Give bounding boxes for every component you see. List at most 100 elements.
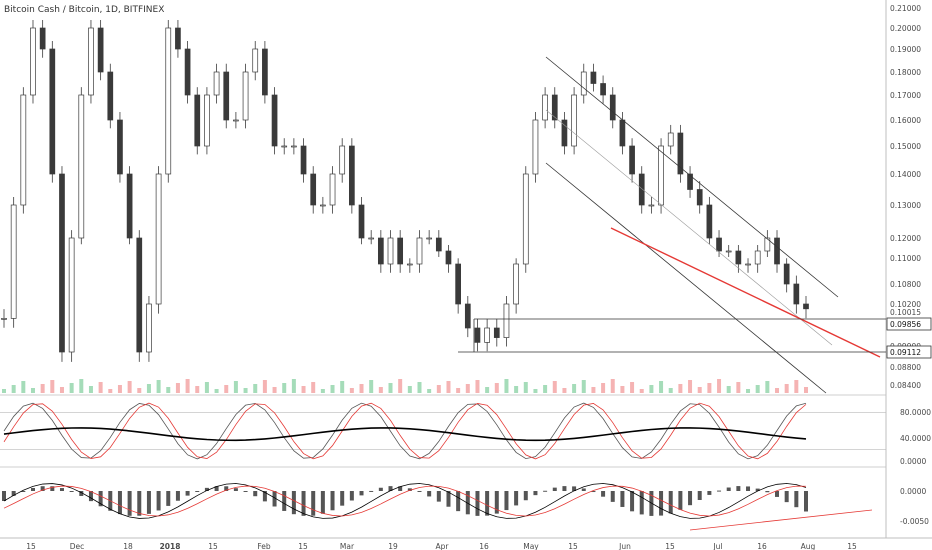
candle-body: [155, 173, 162, 305]
volume-bar: [678, 384, 683, 393]
volume-bar: [543, 385, 548, 393]
candle-body: [426, 237, 433, 240]
time-axis: 15 Dec 18 2018 15 Feb 15 Mar 19 Apr 16 May 15 Jun 15 Ju…: [26, 542, 857, 550]
candle: [590, 63, 597, 92]
volume-bar: [504, 379, 509, 393]
candle-body: [745, 263, 751, 266]
volume-bar: [233, 381, 238, 393]
candle-body: [619, 119, 626, 147]
macd-histogram-bar: [726, 487, 731, 491]
stoch-tick-label: 0.0000: [900, 457, 926, 466]
candle: [687, 166, 693, 198]
candle-body: [754, 250, 761, 265]
price-tick-label: 0.10200: [890, 300, 921, 309]
macd-histogram-bar: [659, 491, 664, 516]
volume-bar: [804, 387, 808, 393]
candle-body: [387, 237, 394, 265]
candle-body: [764, 237, 771, 252]
macd-histogram-bar: [562, 486, 567, 491]
volume-bar: [610, 379, 615, 393]
candle-body: [397, 237, 404, 265]
candle: [155, 166, 162, 314]
candle-body: [532, 119, 539, 175]
candle: [271, 87, 278, 155]
volume-bar: [175, 383, 180, 393]
macd-histogram-bar: [552, 487, 557, 491]
macd-histogram-bar: [668, 491, 673, 514]
candle: [803, 296, 809, 319]
candle: [716, 230, 722, 257]
time-tick-label: Jun: [618, 542, 631, 550]
macd-histogram-bar: [543, 490, 548, 492]
candle: [455, 258, 461, 314]
candle: [551, 87, 558, 129]
macd-histogram-bar: [436, 491, 441, 502]
price-tick-label: 0.17000: [890, 91, 921, 100]
candle-body: [204, 94, 210, 147]
volume-bar: [726, 386, 731, 393]
candle: [68, 230, 75, 362]
candle: [117, 112, 123, 183]
stoch-d-line: [3, 402, 807, 460]
candle: [464, 296, 471, 338]
candle-body: [667, 132, 674, 147]
volume-bar: [784, 384, 789, 393]
volume-bar: [137, 388, 142, 393]
candle-body: [165, 27, 172, 175]
macd-histogram-bar: [601, 491, 606, 497]
candle-body: [696, 189, 703, 206]
candle-body: [513, 263, 519, 305]
macd-histogram-bar: [697, 491, 702, 500]
volume-bar: [523, 382, 528, 393]
volume-bar: [195, 386, 200, 393]
candle: [1, 309, 7, 328]
time-tick-label: 18: [123, 542, 133, 550]
volume-bar: [765, 381, 770, 393]
volume-bar: [775, 388, 780, 393]
candle-body: [735, 250, 742, 265]
time-tick-label: 15: [298, 542, 308, 550]
macd-histogram-bar: [301, 491, 306, 516]
macd-histogram-bar: [166, 491, 171, 506]
volume-bar: [581, 380, 586, 393]
macd-histogram-bar: [79, 491, 84, 496]
volume-bar: [369, 380, 374, 393]
candle: [39, 20, 46, 58]
volume-bar: [359, 384, 364, 393]
macd-histogram-bar: [407, 488, 412, 491]
volume-bar: [630, 382, 635, 393]
candle-body: [416, 237, 423, 265]
candle-body: [648, 204, 655, 207]
macd-tick-label: -0.0050: [900, 517, 929, 526]
candle: [696, 181, 703, 214]
price-tick-label: 0.21000: [890, 4, 921, 13]
volume-bar: [465, 384, 470, 393]
volume-bar: [282, 383, 287, 393]
candle: [175, 20, 181, 58]
price-tick-label: 0.10015: [890, 308, 921, 317]
candle: [532, 112, 539, 183]
macd-histogram-bar: [707, 491, 712, 495]
candle-body: [638, 173, 645, 206]
candle-body: [474, 327, 481, 343]
volume-bar: [736, 382, 741, 393]
volume-bar: [514, 386, 519, 393]
candle-body: [706, 204, 713, 239]
candle-body: [291, 145, 297, 148]
macd-histogram-bar: [475, 491, 480, 516]
macd-histogram-bar: [340, 491, 345, 506]
time-tick-label: May: [523, 542, 539, 550]
volume-bar: [185, 379, 190, 393]
candle: [745, 258, 751, 273]
macd-histogram-bar: [427, 491, 432, 497]
time-tick-label: Aug: [801, 542, 816, 550]
volume-bar: [388, 383, 393, 393]
macd-histogram-bar: [320, 491, 325, 514]
candle-body: [774, 237, 780, 265]
candle-body: [39, 27, 46, 50]
candle: [503, 296, 510, 347]
volume-bar: [11, 385, 16, 393]
price-tick-label: 0.13000: [890, 201, 921, 210]
candle-body: [88, 27, 94, 96]
